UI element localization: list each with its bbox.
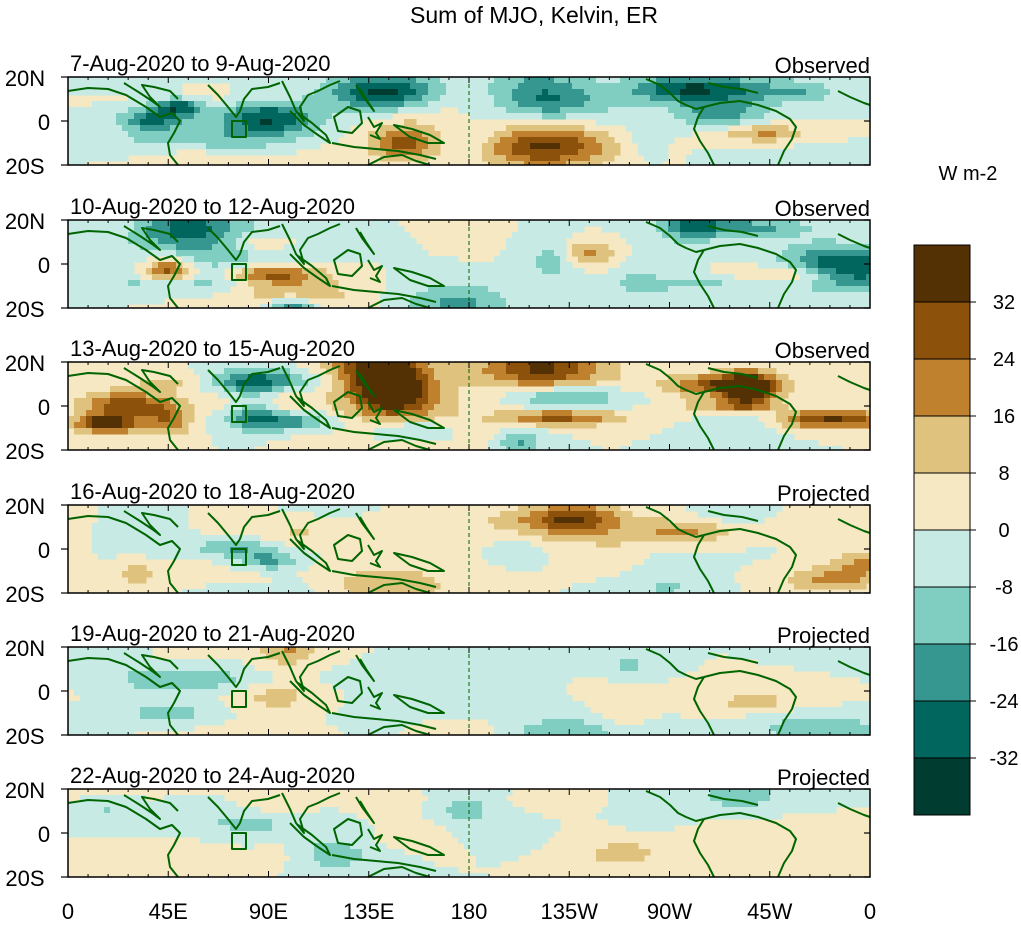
panel-date-range: 19-Aug-2020 to 21-Aug-2020 [70,621,355,646]
map-panel: 16-Aug-2020 to 18-Aug-2020 Projected 20N 0 2… [5,479,873,607]
panel-plot-area [61,789,873,880]
colorbar-swatch [914,644,970,701]
x-tick-label: 135E [343,899,394,922]
colorbar-tick-label: -32 [990,748,1019,770]
panel-plot-area [61,362,873,453]
y-tick-label: 20S [5,297,44,322]
panel-date-range: 22-Aug-2020 to 24-Aug-2020 [70,763,355,788]
panel-status: Observed [775,338,870,363]
panel-status: Projected [777,481,870,506]
colorbar-tick-label: -8 [995,577,1013,599]
colorbar-tick-label: -16 [990,634,1019,656]
y-tick-label: 0 [38,822,50,847]
map-panel: 10-Aug-2020 to 12-Aug-2020 Observed 20N 0 20… [5,194,873,322]
y-tick-label: 20N [5,66,45,91]
panel-plot-area [61,77,873,168]
colorbar: W m-2 32 24 16 8 0 -8 -16 -24 -32 [914,163,1018,815]
y-tick-label: 20S [5,866,44,891]
panel-status: Projected [777,765,870,790]
x-tick-label: 0 [864,899,876,922]
y-tick-label: 20N [5,636,45,661]
colorbar-tick-label: 24 [993,349,1015,371]
x-tick-label: 45W [747,899,792,922]
map-panel: 19-Aug-2020 to 21-Aug-2020 Projected 20N 0 2… [5,621,873,749]
colorbar-swatch [914,245,970,302]
colorbar-swatch [914,587,970,644]
colorbar-swatch [914,473,970,530]
panel-plot-area [61,505,873,596]
panel-status: Observed [775,53,870,78]
colorbar-tick-label: 32 [993,292,1015,314]
y-tick-label: 20S [5,724,44,749]
y-tick-label: 20N [5,351,45,376]
map-panel: 22-Aug-2020 to 24-Aug-2020 Projected 20N 0 2… [5,763,873,891]
colorbar-swatch [914,416,970,473]
y-tick-label: 20N [5,209,45,234]
panel-date-range: 7-Aug-2020 to 9-Aug-2020 [70,51,331,76]
panel-plot-area [61,220,873,311]
y-tick-label: 20N [5,778,45,803]
colorbar-tick-label: 16 [993,406,1015,428]
y-tick-label: 0 [38,110,50,135]
colorbar-swatch [914,359,970,416]
colorbar-swatch [914,701,970,758]
panel-plot-area [61,647,873,738]
x-tick-label: 0 [62,899,74,922]
figure-title: Sum of MJO, Kelvin, ER [410,2,658,28]
panel-status: Projected [777,623,870,648]
colorbar-tick-label: -24 [990,691,1019,713]
colorbar-unit-label: W m-2 [939,163,998,185]
panel-date-range: 13-Aug-2020 to 15-Aug-2020 [70,336,355,361]
y-tick-label: 0 [38,538,50,563]
y-tick-label: 0 [38,395,50,420]
panel-date-range: 10-Aug-2020 to 12-Aug-2020 [70,194,355,219]
map-panel: 7-Aug-2020 to 9-Aug-2020 Observed 20N 0 20S [5,51,873,179]
x-tick-label: 135W [541,899,599,922]
y-tick-label: 20S [5,439,44,464]
x-tick-label: 180 [451,899,488,922]
panel-date-range: 16-Aug-2020 to 18-Aug-2020 [70,479,355,504]
x-tick-label: 90E [249,899,288,922]
y-tick-label: 20S [5,154,44,179]
map-panel: 13-Aug-2020 to 15-Aug-2020 Observed 20N 0 20… [5,336,873,464]
colorbar-tick-label: 0 [998,520,1009,542]
y-tick-label: 0 [38,253,50,278]
panel-status: Observed [775,196,870,221]
x-axis: 0 45E 90E 135E 180 135W 90W 45W 0 [62,899,876,922]
y-tick-label: 20S [5,582,44,607]
colorbar-swatch [914,758,970,815]
colorbar-swatch [914,530,970,587]
colorbar-swatch [914,302,970,359]
y-tick-label: 20N [5,494,45,519]
x-tick-label: 45E [149,899,188,922]
colorbar-tick-label: 8 [998,463,1009,485]
y-tick-label: 0 [38,680,50,705]
x-tick-label: 90W [647,899,692,922]
